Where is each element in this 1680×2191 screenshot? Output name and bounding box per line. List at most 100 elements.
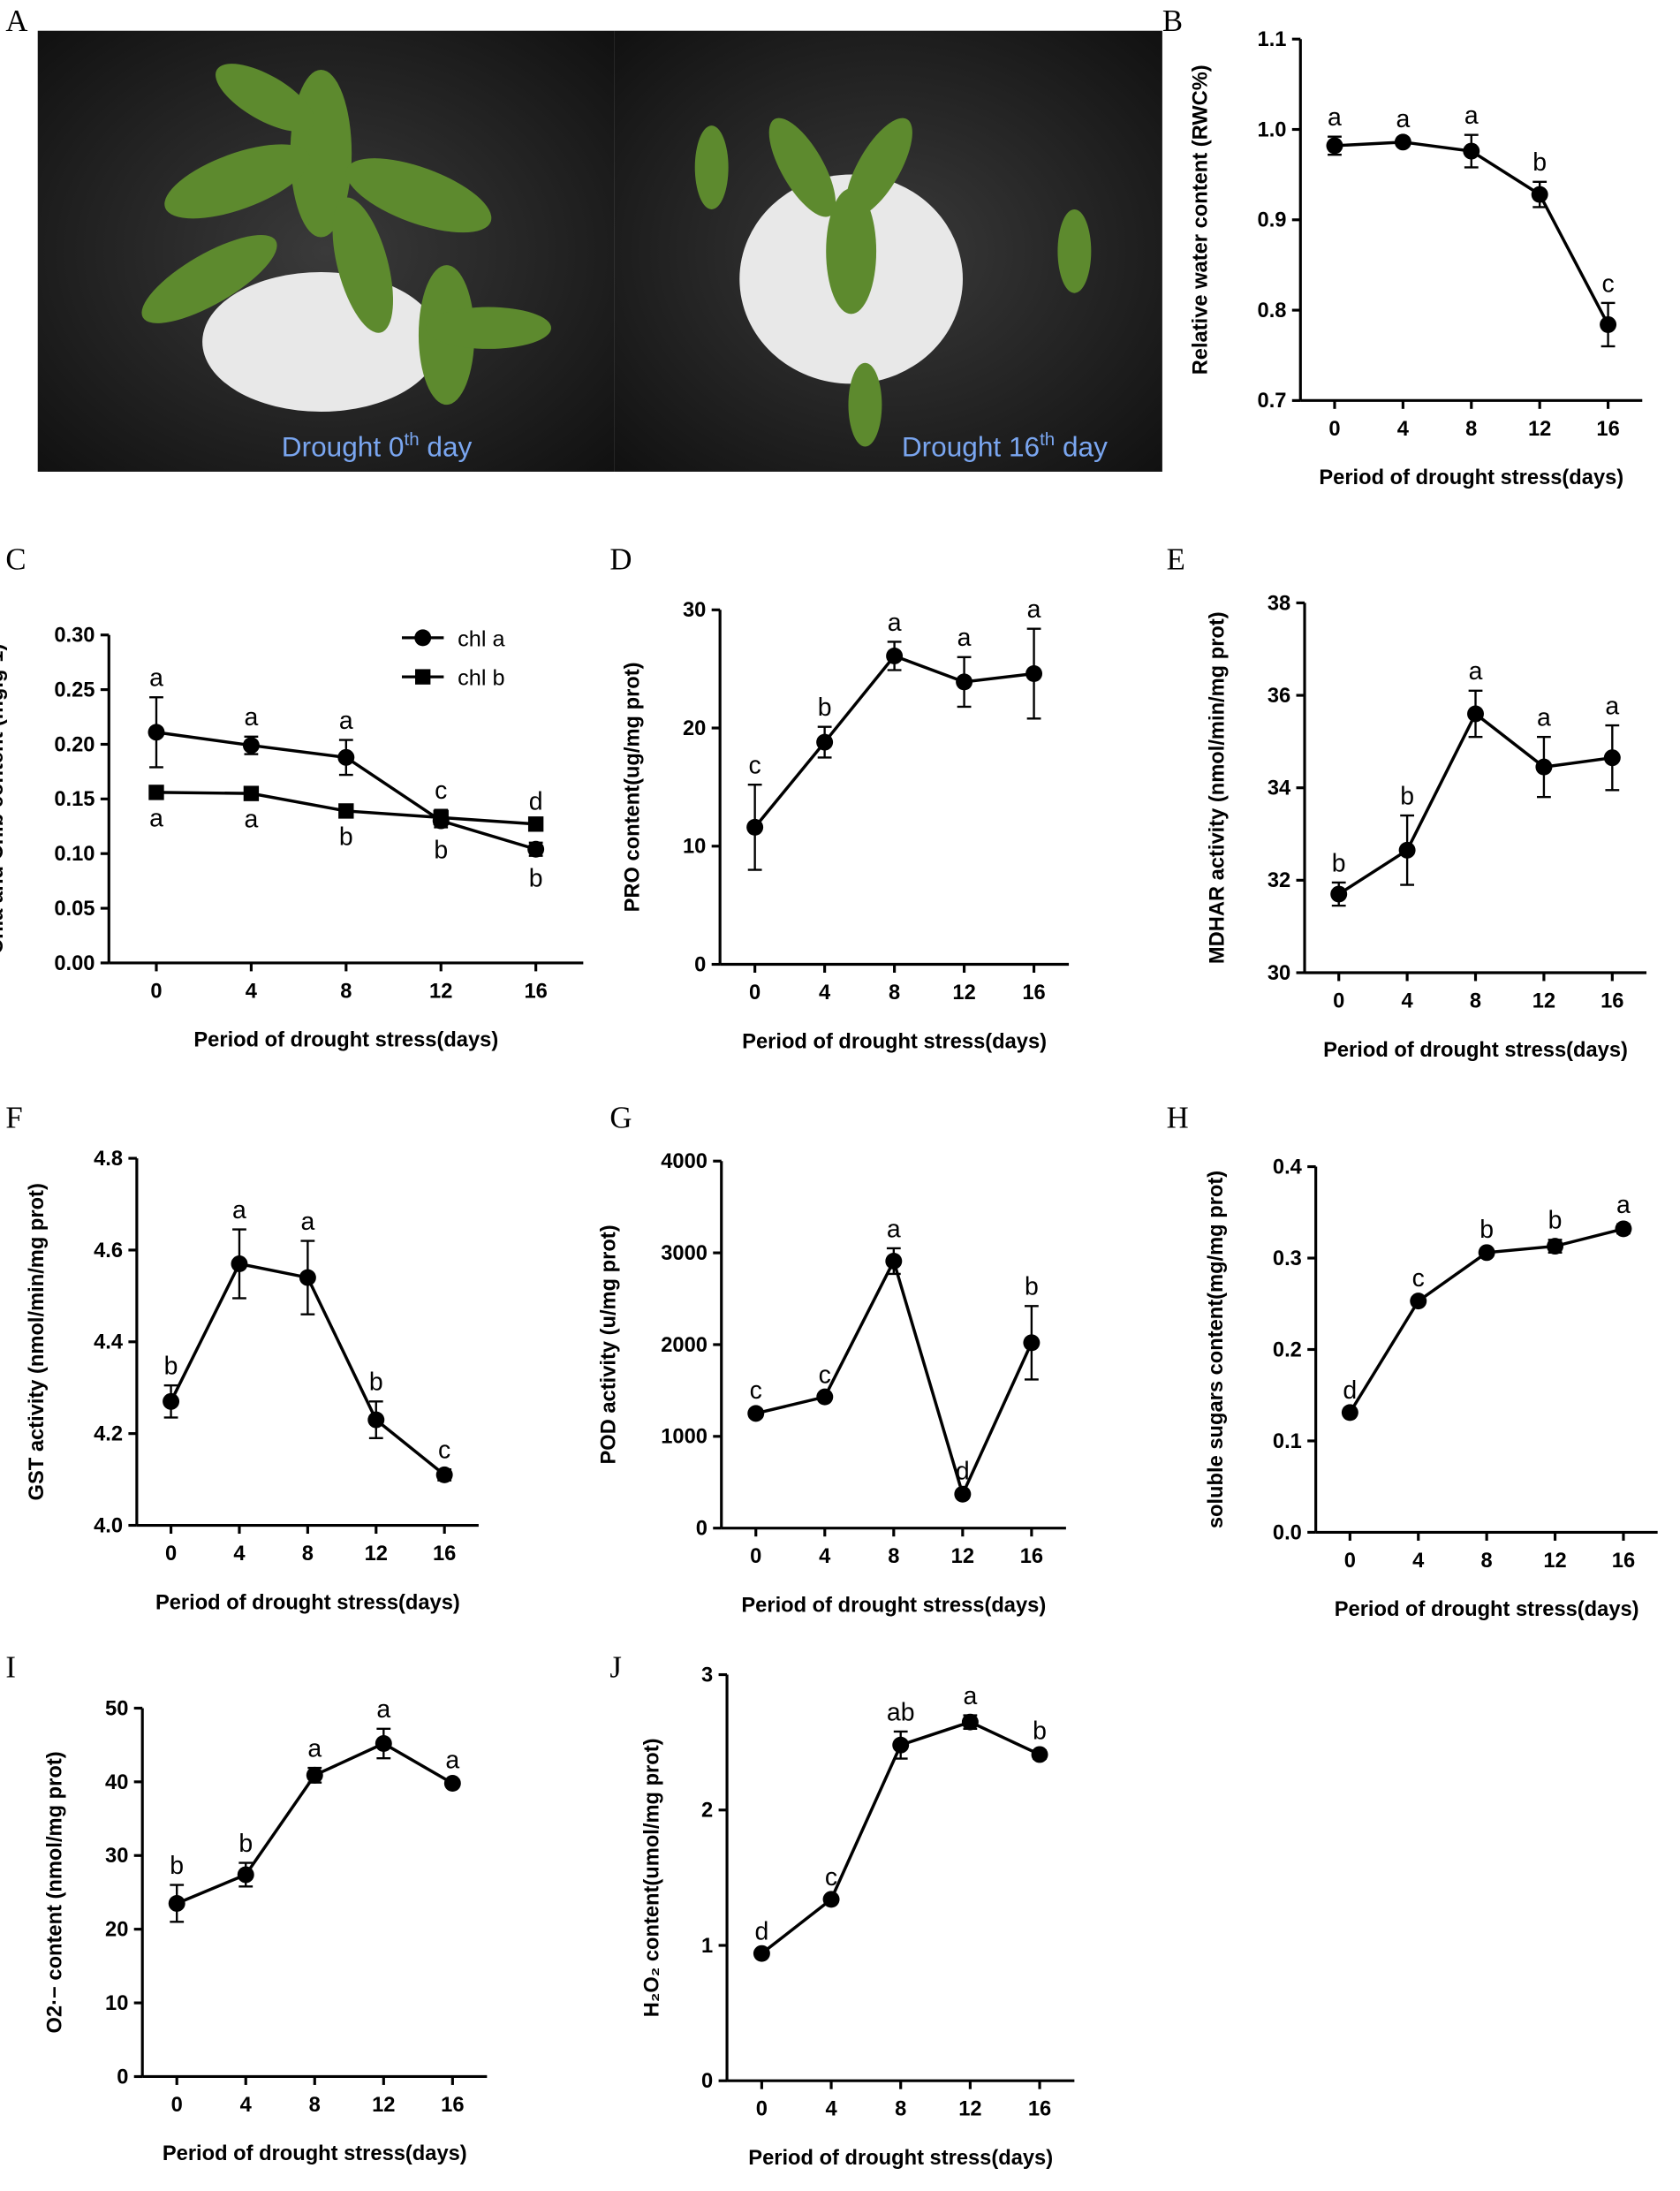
x-tick-label: 0 [165,1543,177,1566]
significance-letter: a [445,1747,459,1775]
marker [168,1894,185,1912]
marker [306,1766,323,1784]
x-axis-title: Period of drought stress(days) [748,2147,1053,2170]
y-axis-title: H₂O₂ content(umol/mg prot) [641,1738,664,2017]
y-tick-label: 50 [105,1697,128,1720]
significance-letter: c [1412,1264,1425,1293]
x-tick-label: 12 [951,1545,974,1568]
x-tick-label: 8 [889,982,900,1005]
marker [148,785,164,800]
significance-letter: c [825,1863,837,1892]
significance-letter: b [1332,849,1346,877]
y-tick-label: 0.15 [54,788,95,811]
panel-label: D [609,542,632,576]
y-axis-title: GST activity (nmol/min/mg prot) [26,1183,49,1500]
y-tick-label: 0.25 [54,679,95,701]
marker [237,1866,254,1884]
x-axis-title: Period of drought stress(days) [193,1029,498,1052]
significance-letter: a [244,703,258,732]
y-tick-label: 0.4 [1273,1156,1303,1179]
y-tick-label: 2000 [661,1334,708,1357]
caption-sup: th [1040,429,1055,450]
marker [961,1713,979,1731]
x-tick-label: 8 [888,1545,899,1568]
y-tick-label: 4.4 [94,1331,124,1354]
chart-panel: E 30 32 34 36 38 0 4 8 12 16 MDHAR activity (nmol/m… [1167,542,1647,1062]
significance-letter: a [957,624,972,652]
significance-letter: b [238,1830,253,1858]
marker [1467,705,1484,723]
y-tick-label: 40 [105,1771,128,1794]
marker [753,1945,770,1962]
significance-letter: a [300,1208,314,1236]
significance-letter: a [1616,1191,1631,1219]
y-tick-label: 30 [1268,962,1290,985]
significance-letter: c [1601,269,1614,298]
marker [231,1255,248,1272]
significance-letter: a [376,1695,390,1724]
marker [892,1736,910,1754]
y-tick-label: 20 [105,1919,128,1942]
marker [1341,1404,1358,1421]
caption-text: Drought 0 [282,431,405,463]
significance-letter: c [749,752,761,780]
x-tick-label: 0 [171,2094,183,2117]
significance-letter: a [1328,103,1342,132]
x-tick-label: 0 [1333,989,1344,1012]
significance-letter: a [963,1682,977,1710]
y-tick-label: 4.6 [94,1240,123,1262]
marker [1547,1238,1564,1255]
y-tick-label: 20 [683,717,706,740]
panel-label: F [5,1100,22,1134]
x-tick-label: 8 [340,980,352,1003]
significance-letter: c [438,1437,450,1465]
y-tick-label: 0 [701,2070,713,2093]
marker [148,724,165,741]
x-tick-label: 0 [150,980,162,1003]
y-axis-title: Chla and Chlb content (mg.g-1) [0,644,8,954]
y-tick-label: 1 [701,1935,713,1958]
y-tick-label: 32 [1268,869,1290,892]
x-tick-label: 16 [1612,1550,1635,1573]
x-tick-label: 16 [1601,989,1623,1012]
y-tick-label: 36 [1268,685,1290,708]
y-tick-label: 0.8 [1258,299,1287,322]
x-tick-label: 12 [958,2098,981,2121]
marker [885,1252,903,1270]
significance-letter: b [529,864,543,892]
significance-letter: a [1469,657,1483,686]
significance-letter: c [750,1376,762,1405]
x-tick-label: 4 [1402,989,1414,1012]
significance-letter: b [1025,1273,1039,1301]
legend-marker [414,629,432,647]
x-tick-label: 16 [433,1543,456,1566]
significance-letter: a [307,1734,322,1763]
x-tick-label: 4 [825,2098,837,2121]
marker [1394,133,1411,151]
x-tick-label: 16 [1596,418,1619,441]
marker [954,1485,972,1503]
marker [1031,1746,1048,1763]
marker [1326,137,1343,155]
marker [1615,1220,1632,1238]
significance-letter: a [149,664,163,693]
chart-panel: D 0 10 20 30 0 4 8 12 16 PRO content(ug/mg prot) Pe… [609,542,1070,1053]
y-axis-title: PRO content(ug/mg prot) [622,662,645,912]
caption-after: day [420,431,473,463]
y-tick-label: 0 [117,2066,128,2089]
marker [1330,885,1348,903]
x-axis-title: Period of drought stress(days) [155,1591,460,1614]
panel-label: J [609,1650,622,1685]
legend-marker [415,669,431,685]
y-tick-label: 0.1 [1273,1430,1302,1453]
marker [1478,1244,1495,1262]
significance-letter: d [956,1457,970,1485]
y-tick-label: 34 [1268,777,1291,800]
y-axis-title: POD activity (u/mg prot) [598,1224,621,1464]
marker [1410,1293,1427,1310]
x-axis-title: Period of drought stress(days) [163,2142,467,2165]
significance-letter: a [244,806,258,834]
chart-panel: H 0.0 0.1 0.2 0.3 0.4 0 4 8 12 16 soluble sugars co… [1167,1100,1658,1621]
y-tick-label: 10 [683,836,706,859]
